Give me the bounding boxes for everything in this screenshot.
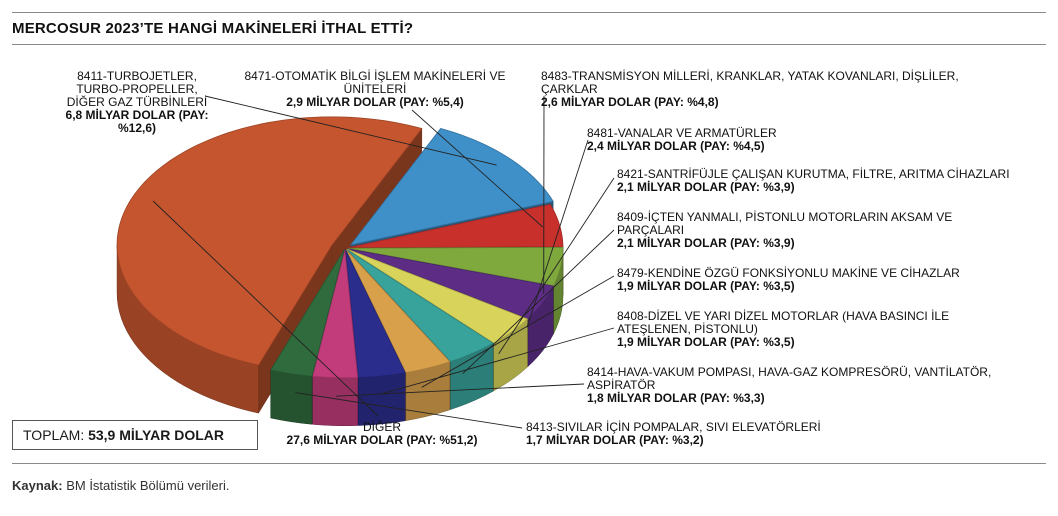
source-text: BM İstatistik Bölümü verileri.	[66, 478, 230, 493]
label-name: 8408-DİZEL VE YARI DİZEL MOTORLAR (HAVA …	[617, 309, 950, 336]
label-value: 1,8 MİLYAR DOLAR (PAY: %3,3)	[587, 391, 765, 405]
label-8481: 8481-VANALAR VE ARMATÜRLER 2,4 MİLYAR DO…	[587, 127, 847, 153]
leader-line	[411, 109, 544, 228]
bottom-rule	[12, 463, 1046, 464]
label-value: 27,6 MİLYAR DOLAR (PAY: %51,2)	[286, 433, 478, 447]
label-value: 6,8 MİLYAR DOLAR (PAY: %12,6)	[65, 108, 209, 135]
label-name: 8414-HAVA-VAKUM POMPASI, HAVA-GAZ KOMPRE…	[587, 365, 992, 392]
label-value: 2,9 MİLYAR DOLAR (PAY: %5,4)	[286, 95, 464, 109]
label-name: 8411-TURBOJETLER, TURBO-PROPELLER, DİĞER…	[66, 69, 208, 109]
label-name: 8471-OTOMATİK BİLGİ İŞLEM MAKİNELERİ VE …	[244, 69, 506, 96]
label-name: 8483-TRANSMİSYON MİLLERİ, KRANKLAR, YATA…	[541, 69, 959, 96]
source-note: Kaynak: BM İstatistik Bölümü verileri.	[12, 478, 229, 493]
label-8414: 8414-HAVA-VAKUM POMPASI, HAVA-GAZ KOMPRE…	[587, 366, 1027, 405]
label-name: 8409-İÇTEN YANMALI, PİSTONLU MOTORLARIN …	[617, 210, 953, 237]
leader-line	[421, 275, 615, 388]
label-8471: 8471-OTOMATİK BİLGİ İŞLEM MAKİNELERİ VE …	[244, 70, 506, 109]
label-8479: 8479-KENDİNE ÖZGÜ FONKSİYONLU MAKİNE VE …	[617, 267, 1017, 293]
label-8483: 8483-TRANSMİSYON MİLLERİ, KRANKLAR, YATA…	[541, 70, 991, 109]
label-diger: DİĞER 27,6 MİLYAR DOLAR (PAY: %51,2)	[262, 421, 502, 447]
slice-6	[346, 249, 494, 363]
label-value: 1,9 MİLYAR DOLAR (PAY: %3,5)	[617, 279, 795, 293]
label-8421: 8421-SANTRİFÜJLE ÇALIŞAN KURUTMA, FİLTRE…	[617, 168, 1047, 194]
label-name: 8413-SIVILAR İÇİN POMPALAR, SIVI ELEVATÖ…	[526, 420, 821, 434]
label-8408: 8408-DİZEL VE YARI DİZEL MOTORLAR (HAVA …	[617, 310, 1017, 349]
total-label: TOPLAM:	[23, 427, 85, 443]
total-value: 53,9 MİLYAR DOLAR	[88, 427, 224, 443]
label-value: 1,7 MİLYAR DOLAR (PAY: %3,2)	[526, 433, 704, 447]
label-name: DİĞER	[362, 420, 401, 434]
label-8413: 8413-SIVILAR İÇİN POMPALAR, SIVI ELEVATÖ…	[526, 421, 886, 447]
slice-7	[345, 249, 451, 374]
label-name: 8481-VANALAR VE ARMATÜRLER	[587, 126, 777, 140]
label-value: 2,6 MİLYAR DOLAR (PAY: %4,8)	[541, 95, 719, 109]
top-rule	[12, 12, 1046, 13]
slice-3	[347, 246, 564, 287]
slice-side	[358, 372, 406, 426]
pie-tops	[116, 116, 564, 379]
source-label: Kaynak:	[12, 478, 63, 493]
label-name: 8421-SANTRİFÜJLE ÇALIŞAN KURUTMA, FİLTRE…	[617, 167, 1010, 181]
leader-line	[295, 392, 523, 429]
chart-title: MERCOSUR 2023’TE HANGİ MAKİNELERİ İTHAL …	[12, 20, 414, 37]
slice-2	[347, 203, 564, 249]
label-value: 2,1 MİLYAR DOLAR (PAY: %3,9)	[617, 236, 795, 250]
label-name: 8479-KENDİNE ÖZGÜ FONKSİYONLU MAKİNE VE …	[617, 266, 960, 280]
leader-line	[526, 139, 589, 328]
slice-10	[270, 249, 345, 377]
label-8409: 8409-İÇTEN YANMALI, PİSTONLU MOTORLARIN …	[617, 211, 1017, 250]
slice-side	[270, 369, 313, 425]
leader-line	[378, 327, 615, 396]
label-value: 1,9 MİLYAR DOLAR (PAY: %3,5)	[617, 335, 795, 349]
total-box: TOPLAM: 53,9 MİLYAR DOLAR	[12, 420, 258, 450]
leader-line	[335, 383, 585, 397]
leader-line	[462, 229, 615, 375]
leader-line	[204, 95, 497, 166]
slice-9	[312, 249, 359, 379]
slice-0	[116, 116, 423, 366]
label-8411: 8411-TURBOJETLER, TURBO-PROPELLER, DİĞER…	[62, 70, 212, 135]
title-rule	[12, 44, 1046, 45]
leader-line	[498, 177, 615, 355]
label-value: 2,4 MİLYAR DOLAR (PAY: %4,5)	[587, 139, 765, 153]
label-value: 2,1 MİLYAR DOLAR (PAY: %3,9)	[617, 180, 795, 194]
leader-line	[152, 200, 379, 417]
leader-lines	[152, 95, 615, 429]
slice-8	[345, 249, 406, 378]
